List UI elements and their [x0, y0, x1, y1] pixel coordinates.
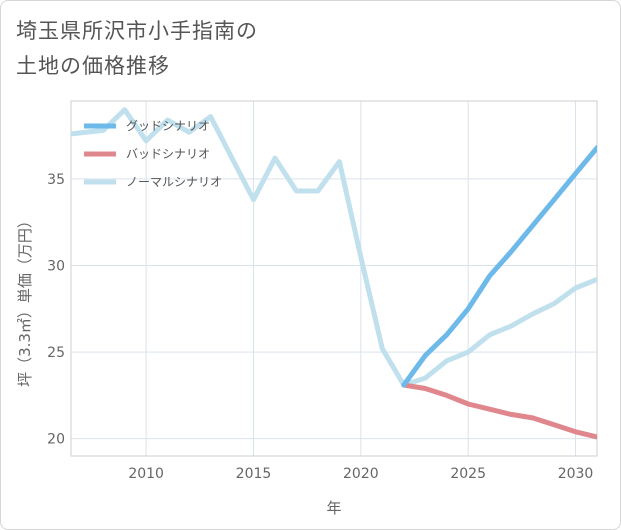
x-tick-label: 2030	[558, 466, 594, 482]
x-tick-label: 2025	[450, 466, 486, 482]
y-axis-title: 坪（3.3㎡）単価（万円）	[16, 213, 34, 387]
x-tick-label: 2020	[343, 466, 379, 482]
x-tick-label: 2015	[236, 466, 272, 482]
grid-lines	[71, 101, 597, 456]
chart-title-line-2: 土地の価格推移	[16, 54, 170, 78]
y-tick-label: 30	[47, 259, 65, 275]
chart-title-line-1: 埼玉県所沢市小手指南の	[16, 19, 258, 43]
series-line-0	[401, 145, 597, 388]
legend-label-1: バッドシナリオ	[126, 147, 210, 161]
x-axis-title: 年	[326, 499, 341, 517]
x-tick-label: 2010	[128, 466, 164, 482]
series-line-2	[71, 107, 597, 388]
legend-label-2: ノーマルシナリオ	[126, 175, 222, 189]
series-layer	[71, 107, 597, 440]
y-tick-label: 20	[47, 432, 65, 448]
y-tick-label: 25	[47, 345, 65, 361]
series-line-1	[401, 382, 597, 440]
legend-label-0: グッドシナリオ	[126, 119, 210, 133]
chart-title: 埼玉県所沢市小手指南の 土地の価格推移	[16, 14, 258, 84]
y-tick-label: 35	[47, 172, 65, 188]
